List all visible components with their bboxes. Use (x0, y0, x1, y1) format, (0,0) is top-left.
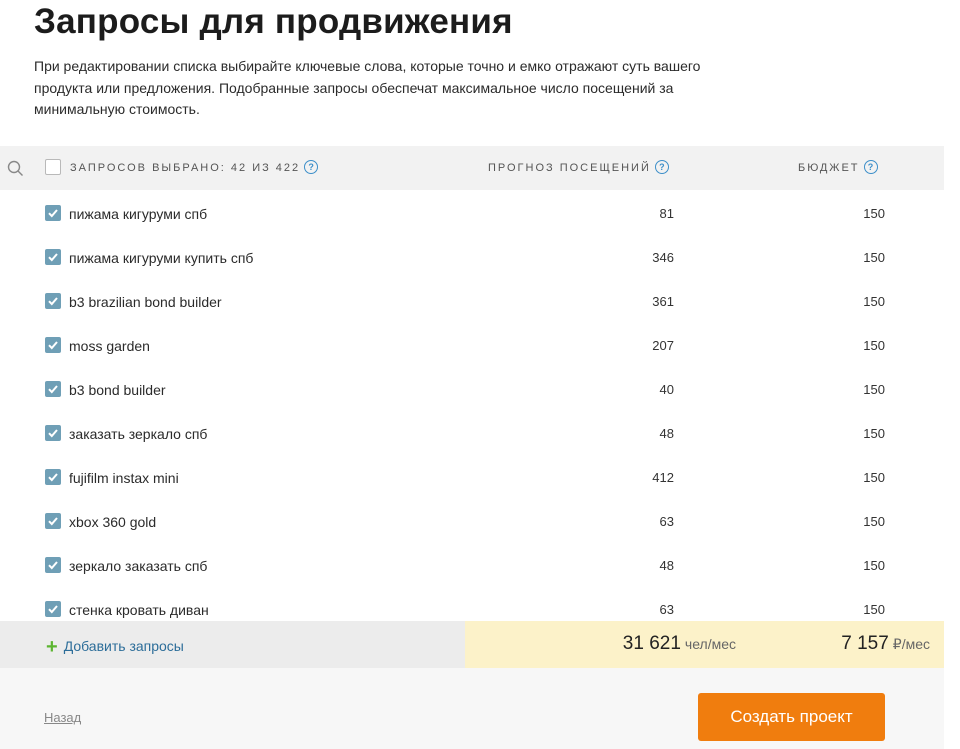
budget-value: 150 (863, 206, 885, 221)
total-visits: 31 621 чел/мес (622, 633, 736, 654)
page-title: Запросы для продвижения (34, 2, 513, 41)
keyword-checkbox[interactable] (45, 601, 61, 617)
keyword-checkbox[interactable] (45, 425, 61, 441)
keyword-checkbox[interactable] (45, 293, 61, 309)
back-link[interactable]: Назад (44, 710, 82, 725)
keyword-checkbox[interactable] (45, 381, 61, 397)
visits-value: 412 (652, 470, 674, 485)
visits-value: 81 (659, 206, 674, 221)
table-header: Запросов выбрано: 42 из 422? Прогноз пос… (0, 146, 944, 190)
total-budget: 7 157 ₽/мес (841, 633, 930, 654)
help-icon[interactable]: ? (863, 160, 878, 175)
keyword-list[interactable]: пижама кигуруми спб 81 150 пижама кигуру… (0, 190, 944, 620)
visits-column-header: Прогноз посещений? (488, 160, 669, 175)
keyword-checkbox[interactable] (45, 469, 61, 485)
check-icon (48, 517, 58, 526)
keyword-text: xbox 360 gold (69, 514, 157, 530)
keyword-text: пижама кигуруми купить спб (69, 250, 254, 266)
keyword-checkbox[interactable] (45, 249, 61, 265)
check-icon (48, 429, 58, 438)
budget-value: 150 (863, 338, 885, 353)
keyword-text: заказать зеркало спб (69, 426, 208, 442)
check-icon (48, 561, 58, 570)
keyword-checkbox[interactable] (45, 337, 61, 353)
keyword-checkbox[interactable] (45, 557, 61, 573)
visits-value: 48 (659, 558, 674, 573)
table-row: b3 brazilian bond builder 361 150 (0, 278, 944, 322)
visits-value: 361 (652, 294, 674, 309)
totals-panel: 31 621 чел/мес 7 157 ₽/мес (465, 621, 944, 668)
budget-value: 150 (863, 558, 885, 573)
table-row: moss garden 207 150 (0, 322, 944, 366)
check-icon (48, 297, 58, 306)
table-row: xbox 360 gold 63 150 (0, 498, 944, 542)
keyword-text: moss garden (69, 338, 150, 354)
check-icon (48, 253, 58, 262)
keyword-text: fujifilm instax mini (69, 470, 179, 486)
help-icon[interactable]: ? (304, 160, 319, 175)
selected-count-label: Запросов выбрано: 42 из 422? (70, 160, 319, 175)
help-icon[interactable]: ? (654, 160, 669, 175)
budget-value: 150 (863, 382, 885, 397)
budget-value: 150 (863, 294, 885, 309)
check-icon (48, 385, 58, 394)
budget-value: 150 (863, 470, 885, 485)
keyword-checkbox[interactable] (45, 205, 61, 221)
table-row: стенка кровать диван 63 150 (0, 586, 944, 620)
table-row: fujifilm instax mini 412 150 (0, 454, 944, 498)
keyword-text: b3 brazilian bond builder (69, 294, 222, 310)
create-project-button[interactable]: Создать проект (698, 693, 885, 741)
budget-value: 150 (863, 250, 885, 265)
visits-value: 40 (659, 382, 674, 397)
check-icon (48, 605, 58, 614)
table-row: заказать зеркало спб 48 150 (0, 410, 944, 454)
budget-value: 150 (863, 514, 885, 529)
keyword-checkbox[interactable] (45, 513, 61, 529)
keyword-text: b3 bond builder (69, 382, 166, 398)
table-row: b3 bond builder 40 150 (0, 366, 944, 410)
select-all-checkbox[interactable] (45, 159, 61, 175)
visits-value: 207 (652, 338, 674, 353)
budget-value: 150 (863, 602, 885, 617)
search-icon[interactable] (7, 160, 24, 177)
table-row: пижама кигуруми спб 81 150 (0, 190, 944, 234)
keyword-text: зеркало заказать спб (69, 558, 208, 574)
add-queries-link[interactable]: + Добавить запросы (46, 636, 184, 658)
visits-value: 63 (659, 602, 674, 617)
visits-value: 48 (659, 426, 674, 441)
page-description: При редактировании списка выбирайте ключ… (34, 58, 701, 117)
check-icon (48, 341, 58, 350)
budget-value: 150 (863, 426, 885, 441)
keyword-text: стенка кровать диван (69, 602, 209, 618)
totals-bar: + Добавить запросы 31 621 чел/мес 7 157 ₽/м… (0, 621, 944, 668)
visits-value: 346 (652, 250, 674, 265)
check-icon (48, 209, 58, 218)
visits-value: 63 (659, 514, 674, 529)
table-row: пижама кигуруми купить спб 346 150 (0, 234, 944, 278)
budget-column-header: Бюджет? (798, 160, 878, 175)
table-row: зеркало заказать спб 48 150 (0, 542, 944, 586)
keyword-text: пижама кигуруми спб (69, 206, 208, 222)
check-icon (48, 473, 58, 482)
actions-area: Назад Создать проект (0, 668, 944, 749)
plus-icon: + (46, 636, 58, 658)
